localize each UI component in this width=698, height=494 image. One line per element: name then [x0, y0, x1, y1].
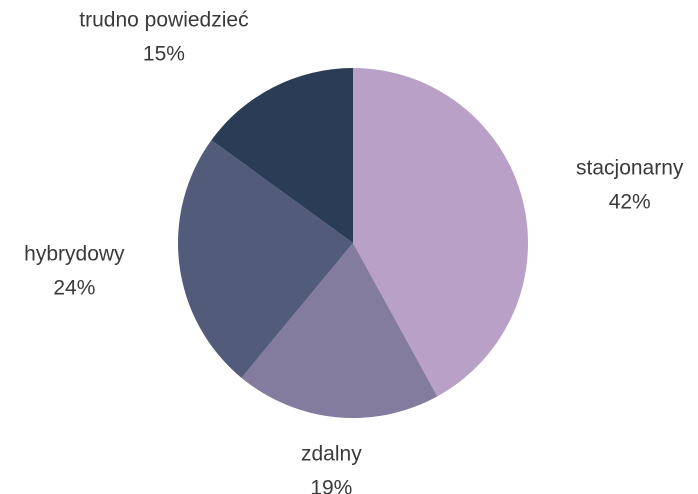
value-label: 15% — [143, 43, 185, 66]
slice-label: zdalny 19% — [301, 443, 362, 494]
slice-label: hybrydowy 24% — [24, 242, 125, 299]
category-label: stacjonarny — [576, 156, 684, 179]
pie-slice — [211, 68, 353, 243]
value-label: 19% — [310, 477, 352, 494]
value-label: 24% — [53, 276, 95, 299]
category-label: trudno powiedzieć — [79, 9, 248, 32]
value-label: 42% — [609, 190, 651, 213]
category-label: hybrydowy — [24, 242, 125, 265]
slice-label: trudno powiedzieć 15% — [79, 9, 248, 66]
pie-slice — [241, 243, 438, 418]
category-label: zdalny — [301, 443, 362, 466]
slice-label: stacjonarny 42% — [576, 156, 684, 213]
pie-slice — [353, 68, 528, 397]
pie-slice — [178, 140, 353, 378]
